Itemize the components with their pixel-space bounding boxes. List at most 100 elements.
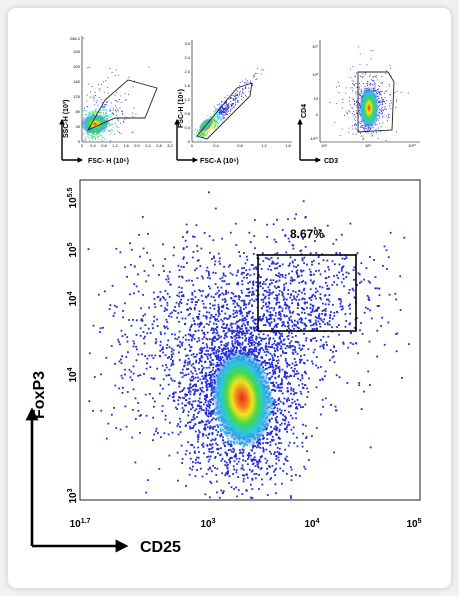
scatter-dot [377,93,378,94]
scatter-dot [106,114,108,116]
scatter-dot [333,263,336,266]
scatter-dot [353,110,354,112]
scatter-dot [227,449,230,451]
scatter-dot [146,362,148,365]
scatter-dot [215,120,216,122]
scatter-dot [206,331,209,334]
scatter-dot [235,103,236,105]
scatter-dot [296,313,299,315]
scatter-dot [107,77,109,79]
scatter-dot [298,327,300,330]
scatter-dot [241,464,244,467]
scatter-dot [261,483,264,486]
scatter-dot [332,351,334,353]
scatter-dot [378,84,379,86]
scatter-dot [203,137,205,138]
panel2-y-tick: 2.0 [184,69,190,74]
scatter-dot [207,409,210,412]
scatter-dot [219,106,221,108]
scatter-dot [201,368,204,371]
scatter-dot [97,104,99,106]
scatter-dot [281,294,284,296]
scatter-dot [235,321,238,323]
scatter-dot [259,281,262,284]
scatter-dot [360,262,363,265]
scatter-dot [255,73,256,74]
scatter-dot [301,374,304,377]
scatter-dot [214,110,216,112]
scatter-dot [281,383,283,385]
scatter-dot [270,477,273,479]
scatter-dot [90,111,92,113]
scatter-dot [365,131,366,133]
scatter-dot [234,342,237,345]
scatter-dot [355,91,357,93]
scatter-dot [211,349,214,352]
scatter-dot [227,105,229,106]
scatter-dot [223,109,225,110]
scatter-dot [381,109,383,111]
scatter-dot [218,260,221,263]
scatter-dot [281,335,284,337]
scatter-dot [283,286,286,289]
scatter-dot [213,316,216,318]
scatter-dot [132,365,135,368]
scatter-dot [238,94,240,96]
scatter-dot [197,337,200,339]
scatter-dot [300,291,303,294]
scatter-dot [132,388,135,391]
scatter-dot [380,102,382,103]
scatter-dot [144,313,147,316]
scatter-dot [221,106,223,108]
scatter-dot [252,74,254,76]
scatter-dot [286,365,289,368]
scatter-dot [226,335,228,338]
scatter-dot [194,367,196,370]
scatter-dot [205,385,208,388]
scatter-dot [327,298,330,301]
scatter-dot [357,272,360,275]
scatter-dot [137,374,140,377]
scatter-dot [233,299,236,302]
scatter-dot [200,132,202,134]
scatter-dot [186,245,188,248]
scatter-dot [235,244,238,246]
scatter-dot [242,299,245,302]
scatter-dot [315,427,318,429]
scatter-dot [296,272,298,274]
scatter-dot [227,463,229,466]
scatter-dot [218,347,221,350]
scatter-dot [274,469,276,471]
scatter-dot [303,344,305,347]
scatter-dot [380,113,382,115]
scatter-dot [122,310,124,312]
scatter-dot [93,135,95,137]
scatter-dot [191,301,193,303]
scatter-dot [201,386,204,389]
scatter-dot [205,130,207,132]
scatter-dot [296,326,299,329]
scatter-dot [269,365,272,368]
scatter-dot [218,115,220,117]
scatter-dot [251,264,254,266]
scatter-dot [254,458,257,461]
scatter-dot [228,106,229,108]
scatter-dot [382,122,384,124]
scatter-dot [272,291,275,294]
scatter-dot [359,121,361,123]
scatter-dot [87,133,88,135]
scatter-dot [284,448,287,451]
scatter-dot [292,370,294,372]
scatter-dot [287,237,290,240]
scatter-dot [224,112,225,114]
scatter-dot [260,298,263,301]
scatter-dot [181,317,184,320]
scatter-dot [370,83,372,85]
scatter-dot [205,315,208,318]
scatter-dot [197,380,199,383]
scatter-dot [282,339,285,342]
scatter-dot [374,83,376,85]
scatter-dot [395,106,397,108]
scatter-dot [236,93,238,95]
scatter-dot [368,340,371,343]
